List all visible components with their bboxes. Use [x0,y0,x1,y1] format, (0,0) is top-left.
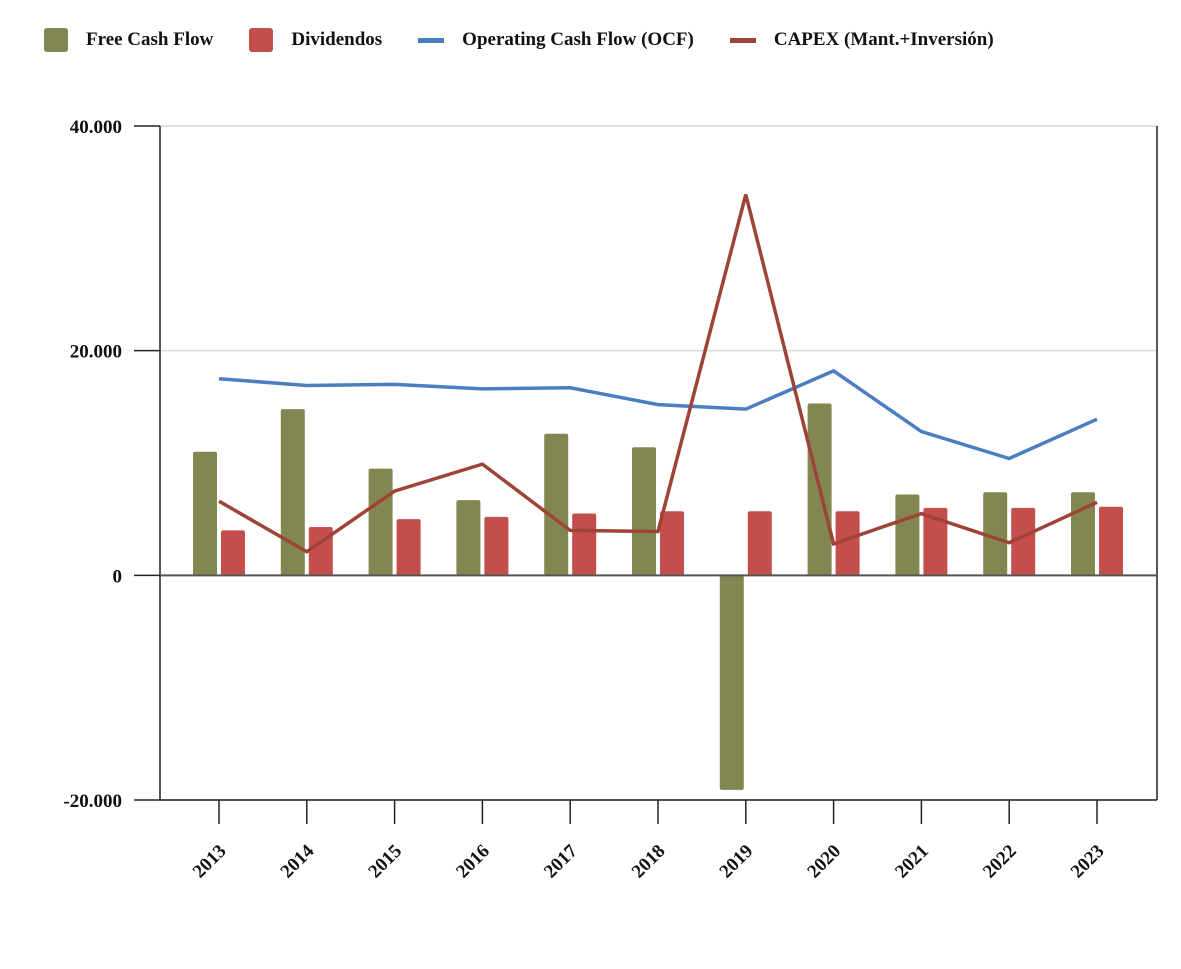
legend-swatch [44,28,68,52]
x-tick-label: 2015 [364,841,406,883]
x-tick-label: 2021 [891,841,933,883]
legend-item-fcf: Free Cash Flow [44,28,213,52]
bar-free-cash-flow [368,468,393,576]
bar-free-cash-flow [544,433,569,576]
bar-dividendos [484,516,509,576]
y-tick-label: 20.000 [70,342,122,363]
bar-dividendos [923,507,948,576]
y-tick-label: 40.000 [70,117,122,138]
bar-free-cash-flow [456,500,481,576]
x-tick-label: 2019 [716,841,758,883]
legend-label: CAPEX (Mant.+Inversión) [773,29,994,50]
bar-free-cash-flow [983,492,1008,576]
bar-dividendos [660,511,684,576]
x-tick-label: 2020 [803,841,845,883]
legend-label: Operating Cash Flow (OCF) [462,29,694,50]
bar-free-cash-flow [719,575,744,790]
legend-swatch [249,28,274,52]
line-capex-mant-inversi-n- [218,194,1098,554]
legend-item-dividendos: Dividendos [249,28,382,52]
bar-free-cash-flow [280,409,305,576]
y-tick-label: -20.000 [63,791,122,812]
bar-free-cash-flow [193,451,217,576]
bar-dividendos [747,511,772,576]
line-operating-cash-flow-ocf- [218,368,1098,461]
bar-free-cash-flow [895,494,920,576]
legend-item-ocf: Operating Cash Flow (OCF) [418,29,694,51]
x-tick-label: 2013 [189,841,231,883]
legend-swatch [418,37,445,43]
legend-label: Free Cash Flow [86,29,214,50]
x-tick-label: 2017 [540,840,582,882]
bar-free-cash-flow [632,447,656,576]
x-tick-label: 2014 [277,840,319,882]
legend-swatch [729,37,756,43]
x-tick-label: 2022 [979,841,1021,883]
y-tick-label: 0 [113,566,123,587]
x-tick-label: 2023 [1067,841,1109,883]
bar-dividendos [221,530,245,576]
bar-dividendos [572,513,597,576]
bar-dividendos [1011,507,1036,576]
legend-item-capex: CAPEX (Mant.+Inversión) [729,29,994,51]
bar-dividendos [396,519,421,576]
bar-dividendos [1099,506,1123,576]
legend: Free Cash Flow Dividendos Operating Cash… [44,28,1030,52]
x-tick-label: 2018 [628,841,670,883]
bar-dividendos [835,511,860,576]
x-tick-label: 2016 [452,841,494,883]
legend-label: Dividendos [291,29,383,50]
